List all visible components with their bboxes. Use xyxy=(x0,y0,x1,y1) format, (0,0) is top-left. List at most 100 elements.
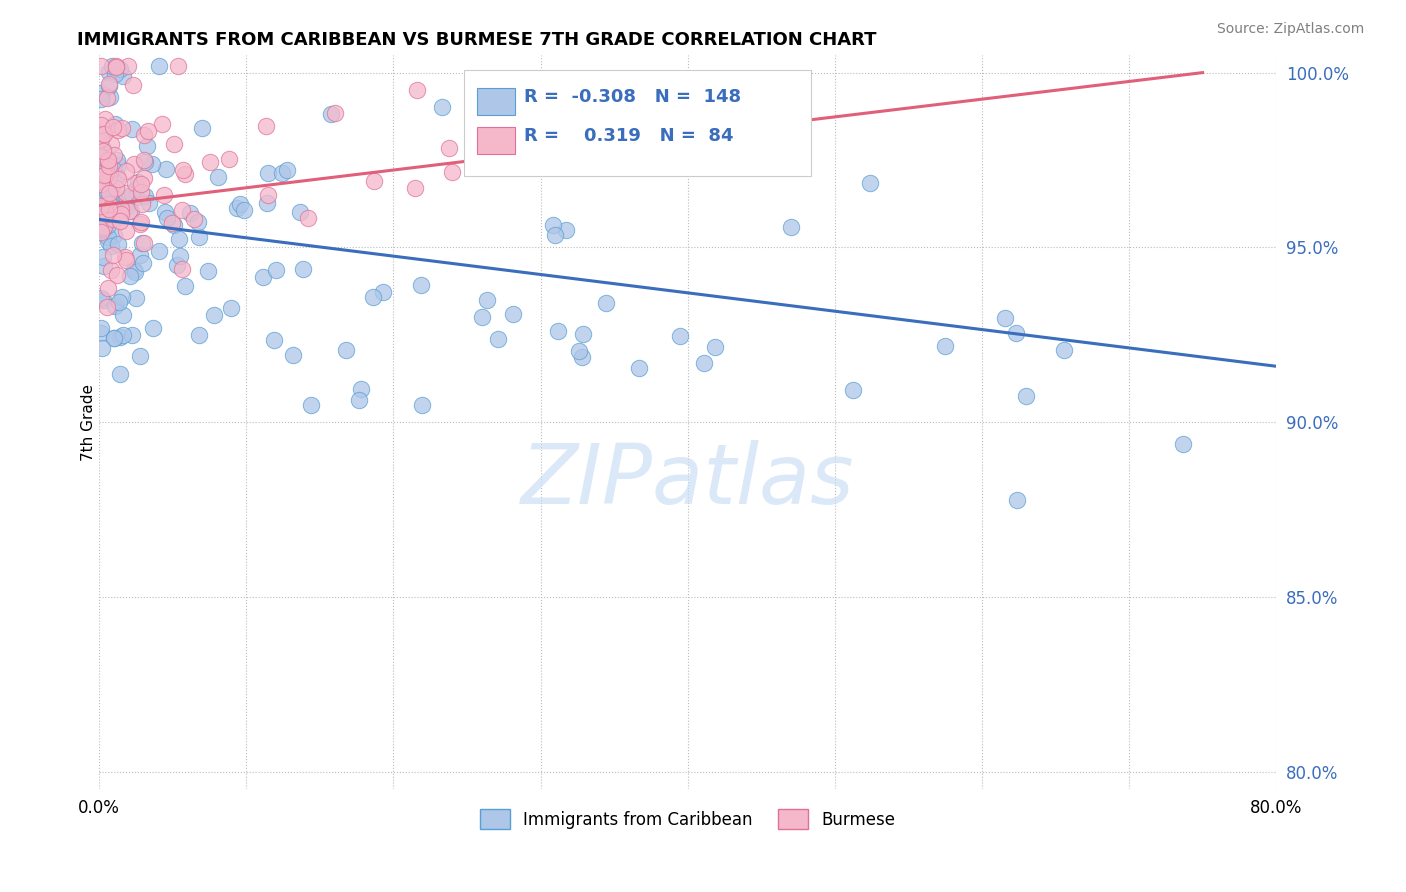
Point xyxy=(430,100,453,114)
Point xyxy=(167,232,190,246)
Point xyxy=(115,224,138,238)
Point xyxy=(121,328,143,343)
Point xyxy=(124,182,146,196)
Point xyxy=(90,198,112,212)
Point xyxy=(142,320,165,334)
Point xyxy=(93,168,115,182)
Point xyxy=(256,196,278,211)
Point xyxy=(104,299,127,313)
Point xyxy=(994,311,1017,326)
Point xyxy=(141,157,163,171)
Point xyxy=(232,203,254,218)
Point xyxy=(132,128,155,142)
Point xyxy=(1005,493,1028,508)
Point xyxy=(409,278,432,293)
Point xyxy=(103,331,125,345)
Point xyxy=(350,383,373,397)
Point xyxy=(101,211,124,226)
Point xyxy=(111,308,134,322)
Point xyxy=(90,150,112,164)
Point xyxy=(93,219,115,234)
Point xyxy=(172,162,194,177)
Point xyxy=(156,211,179,226)
Point xyxy=(780,219,803,234)
Point xyxy=(187,215,209,229)
Point xyxy=(148,244,170,259)
Point xyxy=(271,166,294,180)
Point xyxy=(291,262,314,277)
Point xyxy=(131,236,153,251)
Point xyxy=(105,60,128,74)
Point xyxy=(100,238,122,252)
Point xyxy=(266,262,288,277)
Point xyxy=(111,120,134,135)
Point xyxy=(114,250,136,264)
Legend: Immigrants from Caribbean, Burmese: Immigrants from Caribbean, Burmese xyxy=(474,802,901,836)
Point xyxy=(188,230,211,244)
Point xyxy=(128,217,150,231)
Point xyxy=(1015,389,1038,403)
Point xyxy=(93,259,115,273)
Point xyxy=(94,160,117,174)
Point xyxy=(125,291,148,305)
Point xyxy=(90,225,112,239)
Point xyxy=(1005,326,1028,340)
Point xyxy=(93,188,115,202)
Point xyxy=(132,153,155,168)
Point xyxy=(90,118,112,132)
Point xyxy=(98,197,121,211)
Point xyxy=(703,340,725,354)
Point xyxy=(257,166,280,180)
Point xyxy=(502,307,524,321)
Y-axis label: 7th Grade: 7th Grade xyxy=(80,384,96,460)
Point xyxy=(107,268,129,282)
Point xyxy=(98,159,121,173)
Point xyxy=(1053,343,1076,357)
Point xyxy=(132,171,155,186)
Point xyxy=(90,92,112,106)
Point xyxy=(110,206,132,220)
Point xyxy=(97,202,120,217)
Point xyxy=(111,290,134,304)
Point xyxy=(98,77,121,91)
Point xyxy=(101,59,124,73)
Point xyxy=(148,59,170,73)
Point xyxy=(121,187,143,202)
Point xyxy=(107,158,129,172)
Point xyxy=(97,218,120,232)
Point xyxy=(859,176,882,190)
Point xyxy=(125,189,148,203)
Point xyxy=(191,120,214,135)
Point xyxy=(105,169,128,184)
Point xyxy=(841,384,863,398)
Point xyxy=(693,356,716,370)
Point xyxy=(254,120,277,134)
Point xyxy=(98,90,121,104)
Point xyxy=(363,174,385,188)
Point xyxy=(93,127,115,141)
FancyBboxPatch shape xyxy=(464,70,811,177)
Point xyxy=(117,59,139,73)
Point xyxy=(90,132,112,146)
Point xyxy=(96,207,118,221)
Point xyxy=(411,398,433,412)
Point xyxy=(263,333,285,347)
Point xyxy=(115,199,138,213)
Point xyxy=(120,204,142,219)
Point xyxy=(471,310,494,325)
Point xyxy=(226,201,249,215)
Point xyxy=(90,208,112,222)
Point xyxy=(105,181,128,195)
Point xyxy=(437,141,460,155)
Point xyxy=(323,106,346,120)
Point xyxy=(103,227,125,242)
Point xyxy=(90,291,112,305)
Point xyxy=(541,218,564,232)
Point xyxy=(104,117,127,131)
Point xyxy=(103,202,125,216)
Point xyxy=(256,188,278,202)
Point xyxy=(101,248,124,262)
Point xyxy=(122,157,145,171)
Point xyxy=(90,145,112,159)
Point xyxy=(179,205,201,219)
